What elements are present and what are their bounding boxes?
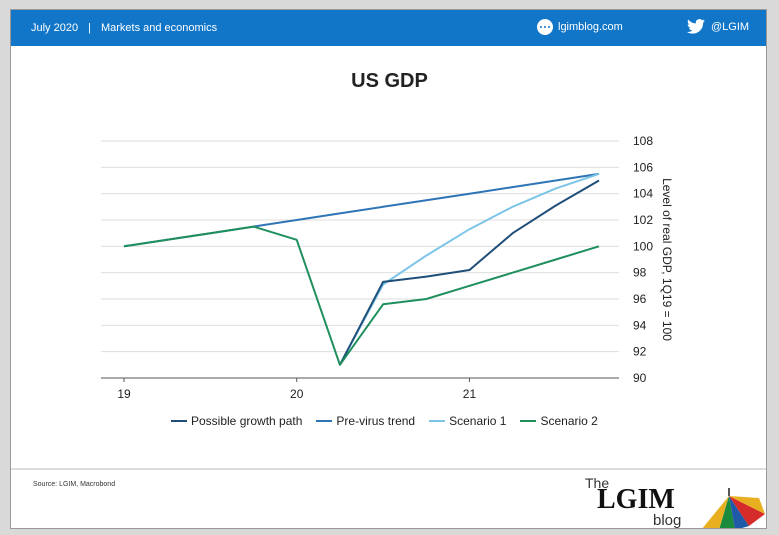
- legend-swatch: [520, 420, 537, 422]
- header-separator: |: [88, 22, 91, 34]
- logo-blog: blog: [653, 512, 682, 529]
- site-link[interactable]: lgimblog.com: [537, 19, 623, 35]
- lgim-blog-logo[interactable]: The LGIM blog: [581, 472, 766, 529]
- header-section: Markets and economics: [100, 22, 218, 34]
- legend-swatch: [429, 420, 446, 422]
- y-tick-label: 92: [633, 345, 647, 359]
- footer-divider: [11, 468, 766, 470]
- twitter-link[interactable]: @LGIM: [687, 19, 749, 34]
- chart-legend: Possible growth path Pre-virus trend Scena…: [171, 414, 598, 428]
- y-tick-label: 98: [633, 266, 647, 280]
- header-bar: July 2020 | Markets and economics lgimblog…: [11, 10, 766, 46]
- x-tick-label: 19: [117, 387, 131, 401]
- logo-lgim: LGIM: [597, 484, 675, 515]
- source-note: Source: LGIM, Macrobond: [33, 481, 116, 488]
- legend-label: Scenario 1: [449, 414, 507, 428]
- legend-item: Pre-virus trend: [316, 414, 415, 428]
- twitter-bird-icon: [687, 19, 705, 34]
- site-label: lgimblog.com: [558, 21, 623, 33]
- legend-item: Scenario 1: [429, 414, 506, 428]
- legend-label: Scenario 2: [540, 414, 598, 428]
- y-tick-label: 106: [633, 160, 653, 174]
- y-tick-label: 90: [633, 371, 647, 385]
- series-line: [339, 172, 600, 366]
- y-tick-label: 104: [633, 187, 653, 201]
- legend-label: Possible growth path: [191, 414, 303, 428]
- chart-svg: 90 92 94 96 98 100 102 104 106 108 19 20 21 Level of …: [101, 134, 674, 401]
- x-tick-label: 20: [290, 387, 304, 401]
- header-date: July 2020: [31, 22, 79, 34]
- y-tick-label: 108: [633, 134, 653, 148]
- header-left: July 2020 | Markets and economics: [31, 22, 217, 34]
- y-tick-label: 94: [633, 318, 647, 332]
- legend-swatch: [316, 420, 333, 422]
- series-line: [339, 179, 600, 366]
- y-tick-label: 96: [633, 292, 647, 306]
- y-axis-label: Level of real GDP, 1Q19 = 100: [660, 178, 674, 341]
- y-tick-label: 102: [633, 213, 653, 227]
- y-tick-label: 100: [633, 239, 653, 253]
- legend-label: Pre-virus trend: [336, 414, 416, 428]
- legend-item: Possible growth path: [171, 414, 302, 428]
- legend-item: Scenario 2: [520, 414, 598, 428]
- twitter-handle: @LGIM: [711, 20, 750, 33]
- slide: July 2020 | Markets and economics lgimblog…: [10, 9, 767, 529]
- x-tick-label: 21: [463, 387, 477, 401]
- legend-swatch: [171, 420, 187, 422]
- chat-bubble-icon: [537, 19, 553, 35]
- umbrella-icon: [702, 488, 765, 528]
- series-line: [123, 225, 600, 366]
- chart-title: US GDP: [351, 70, 428, 92]
- logo-the: The: [585, 475, 610, 491]
